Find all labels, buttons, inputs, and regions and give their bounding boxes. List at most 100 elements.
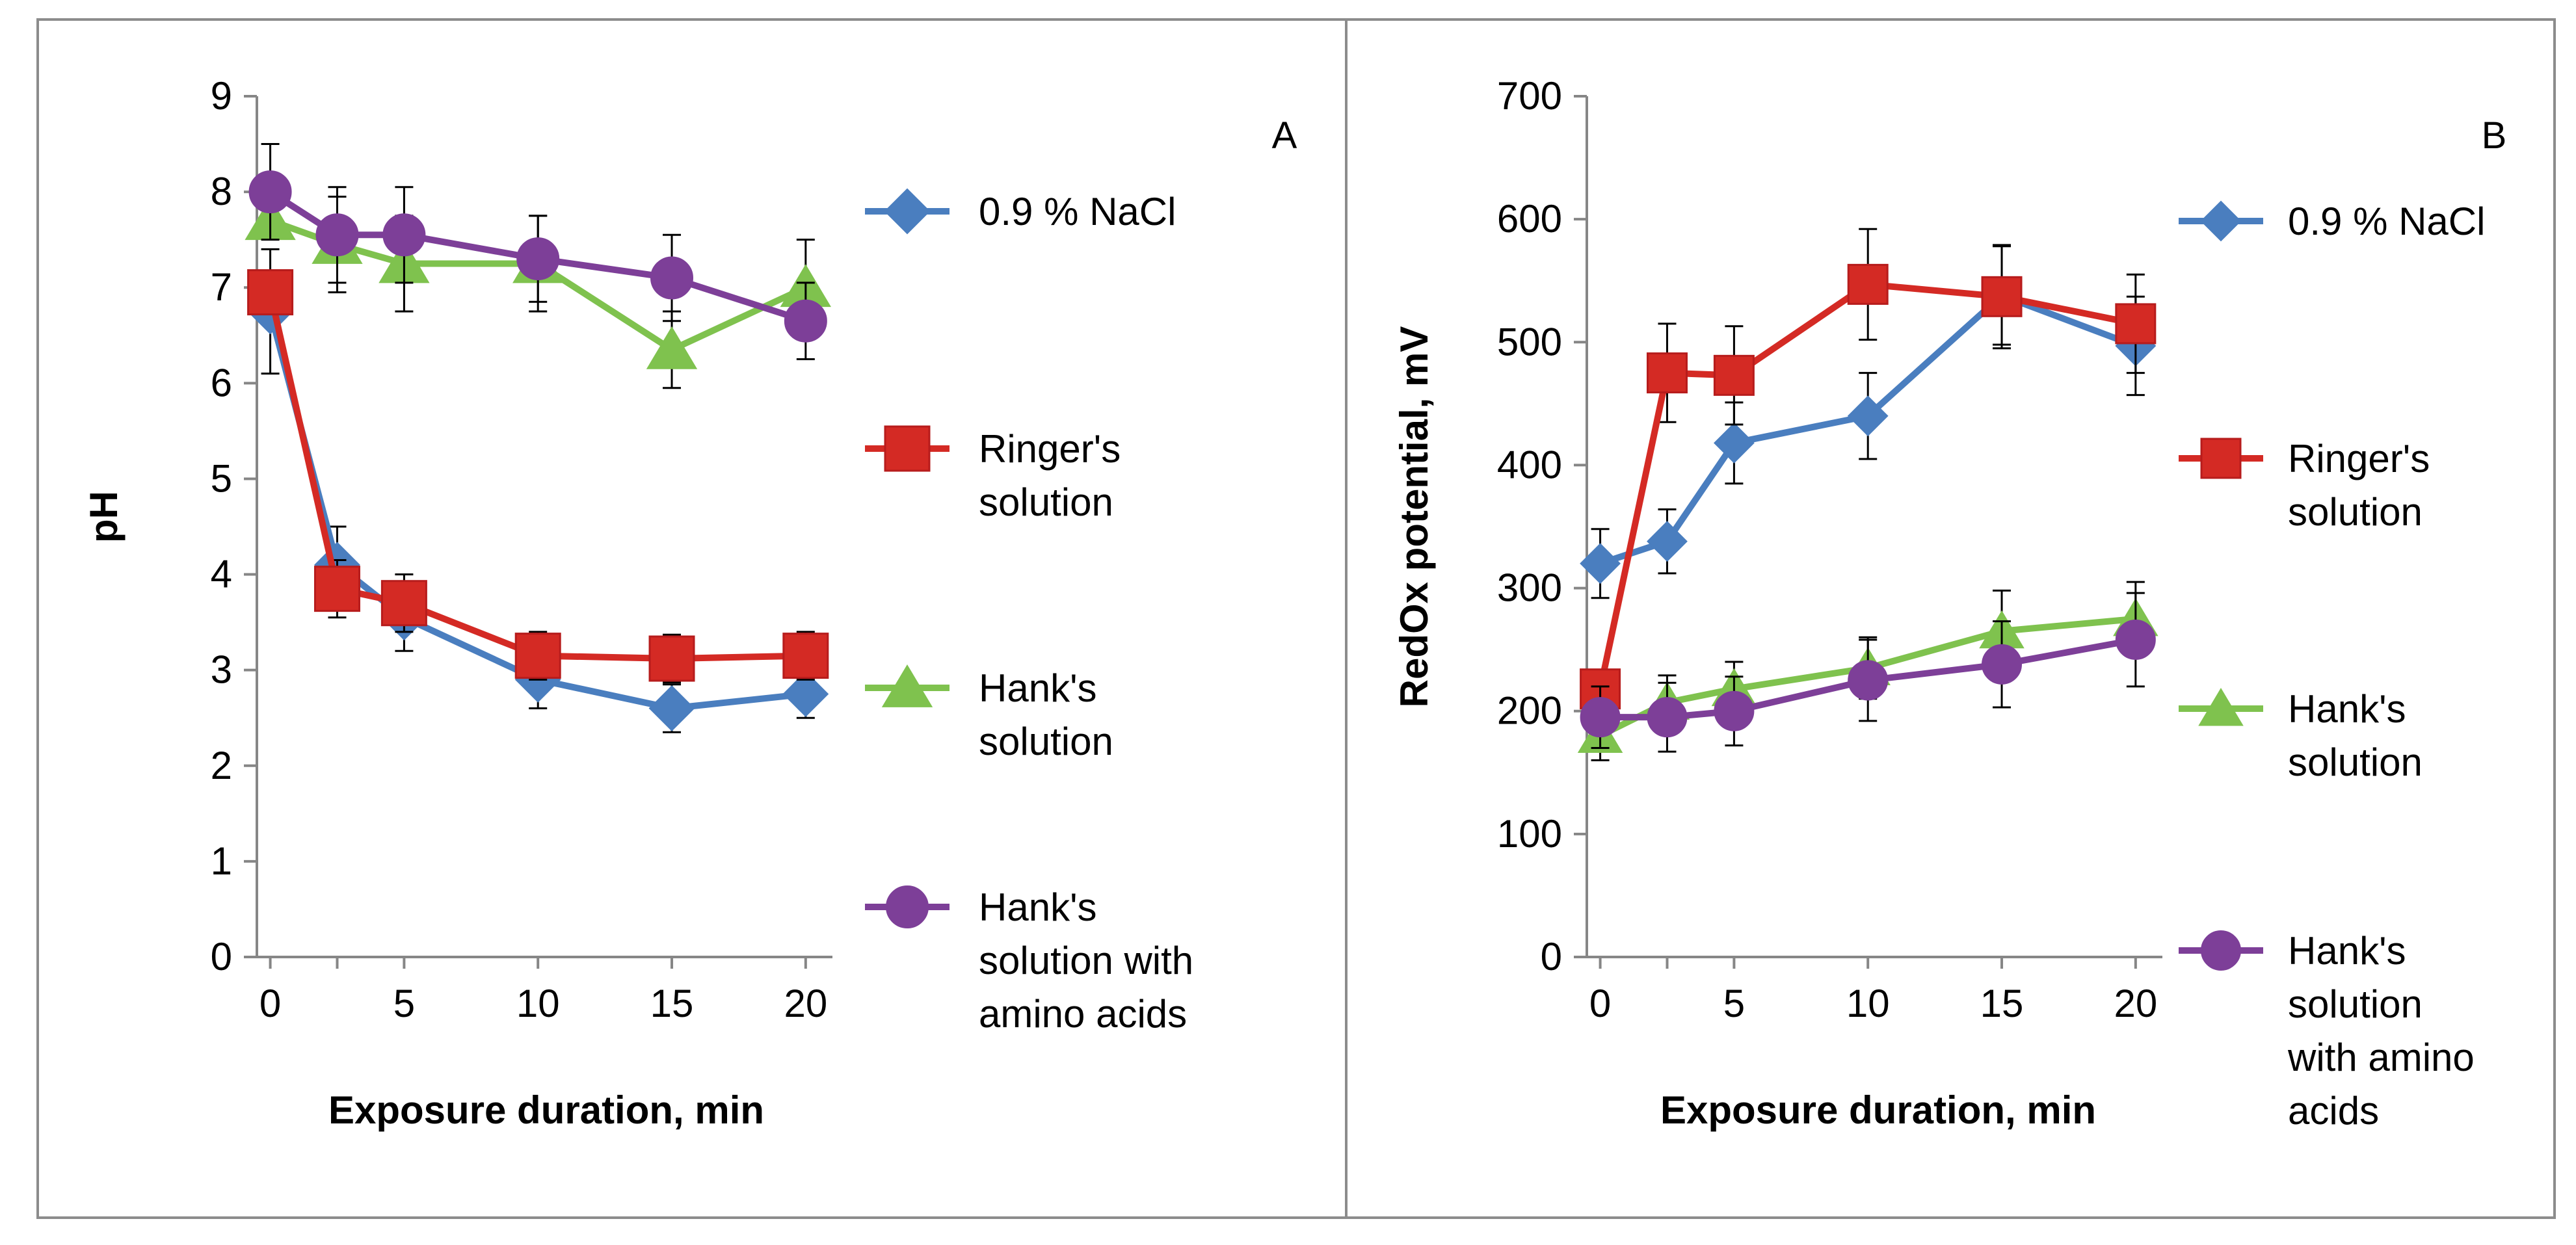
panel-b-data-point (2115, 620, 2156, 661)
panel-b-series-1 (1580, 228, 2157, 710)
panel-a-data-point (315, 213, 359, 257)
panel-b-data-point (1982, 644, 2023, 685)
panel-b-y-tick-label: 700 (1497, 74, 1562, 118)
panel-b-legend-label: with amino (2287, 1036, 2475, 1079)
panel-a-series-3 (248, 143, 827, 361)
panel-a-data-point (646, 326, 698, 369)
panel-a-data-point (248, 170, 292, 214)
panel-a-legend-label: amino acids (979, 992, 1187, 1036)
panel-b-x-tick-label: 0 (1589, 982, 1611, 1025)
panel-b-legend-label: Hank's (2288, 687, 2406, 731)
panel-a-data-point (514, 633, 561, 679)
panel-b-data-point (1713, 422, 1755, 464)
panel-b-chart: B Exposure duration, min RedOx potential… (1392, 74, 2506, 1133)
panel-b-y-tick-label: 300 (1497, 566, 1562, 610)
panel-a-data-point (313, 566, 360, 612)
panel-b-legend-item: 0.9 % NaCl (2179, 200, 2485, 243)
panel-a-series-line (267, 310, 806, 712)
panel-a-data-point (782, 633, 829, 679)
panel-a-legend-item: 0.9 % NaCl (865, 188, 1176, 235)
panel-a-legend-label: solution (979, 480, 1113, 524)
panel-a-y-tick-label: 6 (211, 361, 232, 404)
panel-a-y-tick-label: 9 (211, 74, 232, 118)
panel-a-legend-label: solution (979, 720, 1113, 763)
panel-b-label: B (2482, 114, 2507, 157)
panel-b-data-point (1646, 352, 1688, 394)
panel-b-y-axis-title: RedOx potential, mV (1392, 326, 1436, 708)
panel-a-data-point (648, 685, 695, 731)
panel-a-x-tick-label: 0 (259, 982, 281, 1025)
panel-b-legend-label: Hank's (2288, 929, 2406, 973)
panel-b-legend-marker (2198, 688, 2244, 726)
panel-b-data-point (1981, 276, 2023, 317)
panel-b-x-tick-label: 20 (2114, 982, 2157, 1025)
panel-b-legend-label: solution (2288, 490, 2423, 534)
panel-a-x-tick-label: 5 (393, 982, 415, 1025)
panel-b-x-axis-title: Exposure duration, min (1660, 1088, 2096, 1132)
panel-b-x-tick-label: 10 (1846, 982, 1890, 1025)
panel-b-data-point (1647, 697, 1688, 738)
panel-a-data-point (648, 635, 695, 682)
panel-b-legend-marker (2201, 930, 2241, 971)
panel-a-data-point (380, 580, 427, 627)
panel-a-data-point (650, 256, 694, 300)
panel-b-y-tick-label: 100 (1497, 812, 1562, 856)
panel-b-legend-marker (2200, 200, 2242, 242)
panel-a-legend-label: solution with (979, 939, 1193, 982)
panel-a-y-tick-label: 2 (211, 744, 232, 787)
panel-b-data-point (1713, 354, 1755, 396)
panel-a-legend-item: Hank's solution (865, 664, 1113, 763)
panel-a-legend-label: Hank's (979, 666, 1097, 710)
panel-a-legend-marker (884, 188, 931, 235)
panel-a-y-axis-title: pH (82, 491, 126, 543)
panel-b-series-3 (1580, 592, 2156, 753)
panel-b-legend-marker (2200, 438, 2242, 479)
panel-b-legend-label: solution (2288, 740, 2423, 784)
panel-b-legend-label: 0.9 % NaCl (2288, 200, 2485, 243)
panel-a-data-point (516, 237, 560, 281)
panel-b-data-point (1714, 690, 1755, 731)
panel-a-x-tick-label: 20 (784, 982, 827, 1025)
panel-b-x-tick-label: 5 (1723, 982, 1745, 1025)
panel-a-y-tick-label: 3 (211, 648, 232, 692)
panel-a-data-point (784, 299, 827, 343)
panel-a-y-tick-label: 1 (211, 839, 232, 883)
panel-b-data-point (1847, 395, 1889, 437)
panel-a-legend-item: Ringer's solution (865, 425, 1121, 524)
panel-b-y-tick-label: 500 (1497, 320, 1562, 363)
panel-a-x-tick-label: 10 (516, 982, 560, 1025)
panel-b-frame (1345, 18, 2556, 1219)
panel-a-data-point (782, 671, 829, 717)
panel-b-legend-item: Hank's solution with amino acids (2179, 929, 2475, 1133)
panel-a-legend-marker (886, 885, 929, 928)
panel-b-legend-item: Ringer's solution (2179, 437, 2430, 534)
panel-a-x-tick-label: 15 (650, 982, 694, 1025)
panel-a-legend-label: Hank's (979, 885, 1097, 929)
panel-a-x-axis-title: Exposure duration, min (328, 1088, 764, 1132)
panel-a-data-point (382, 213, 426, 257)
panel-a-legend-marker (884, 425, 931, 472)
panel-b-data-point (1847, 263, 1889, 305)
panel-a-y-tick-label: 8 (211, 170, 232, 213)
panel-a-y-tick-label: 7 (211, 265, 232, 309)
panel-b-legend-label: acids (2288, 1089, 2379, 1133)
panel-b-x-tick-label: 15 (1980, 982, 2024, 1025)
panel-a-data-point (247, 269, 294, 316)
panel-a-y-tick-label: 5 (211, 456, 232, 500)
panel-a-legend-item: Hank's solution with amino acids (865, 885, 1193, 1036)
panel-b-y-tick-label: 0 (1541, 935, 1562, 978)
panel-b-y-tick-label: 400 (1497, 443, 1562, 486)
panel-b-series-line (1597, 281, 2136, 690)
panel-a-chart: A Exposure duration, min pH 0 1 2 3 4 5 6 7 8 9 0 5… (82, 74, 1297, 1132)
panel-b-legend-label: Ringer's (2288, 437, 2430, 480)
panel-b-data-point (1848, 660, 1889, 701)
panel-a-legend-label: 0.9 % NaCl (979, 190, 1176, 233)
panel-b-data-point (1580, 697, 1621, 738)
panel-a-series-1 (247, 269, 829, 684)
panel-b-y-tick-label: 200 (1497, 689, 1562, 733)
panel-b-data-point (1647, 521, 1688, 562)
panel-b-data-point (1580, 543, 1621, 584)
panel-a-y-tick-label: 4 (211, 553, 232, 596)
panel-a-legend-label: Ringer's (979, 427, 1121, 471)
